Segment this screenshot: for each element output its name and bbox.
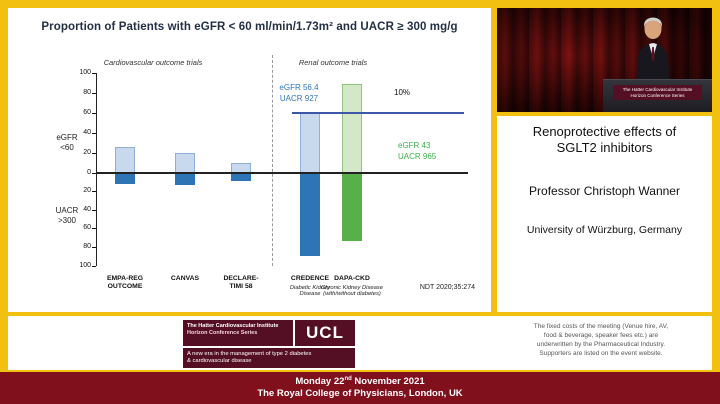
tick-label: 80 [83, 242, 91, 250]
trial-subnote: Diabetic Kidney Disease [289, 284, 331, 298]
chart-title: Proportion of Patients with eGFR < 60 ml… [41, 21, 458, 33]
axis-label-line: eGFR [56, 133, 78, 142]
bar-egfr-canvas [175, 153, 195, 173]
annotation-line: UACR 927 [279, 93, 319, 103]
tagline-line: & cardiovascular disease [187, 357, 252, 364]
bar-uacr-credence [300, 174, 320, 256]
series-name: Horizon Conference Series [187, 329, 258, 336]
conference-tagline: A new era in the management of type 2 di… [183, 348, 355, 368]
axis-label-line: <60 [60, 143, 74, 152]
section-separator-line [272, 55, 273, 266]
tick-mark [92, 191, 96, 193]
podium: The Hatter Cardiovascular Institute Hori… [603, 79, 712, 112]
trial-label-empa-reg-outcome: EMPA-REG OUTCOME [96, 275, 154, 290]
trial-name: EMPA-REG OUTCOME [106, 275, 144, 290]
trial-label-credence: CREDENCE Diabetic Kidney Disease [282, 275, 338, 298]
axis-label-uacr: UACR >300 [44, 206, 90, 226]
funding-note-line: food & beverage, speaker fees etc.) are [543, 332, 659, 339]
reference-line-60 [292, 112, 464, 114]
annotation-line: eGFR 43 [398, 141, 431, 150]
tick-mark [92, 265, 96, 267]
tick-mark [92, 172, 96, 174]
tick-label: 40 [83, 128, 91, 136]
bar-uacr-empa-reg-outcome [115, 174, 135, 185]
event-venue: The Royal College of Physicians, London,… [257, 388, 463, 400]
y-axis-line [96, 73, 97, 266]
axis-label-line: >300 [57, 216, 77, 225]
plot-area: eGFR 56.4 UACR 927 10% eGFR 43 UACR 965 … [79, 55, 468, 297]
bottom-strip: The Hatter Cardiovascular Institute Hori… [8, 316, 712, 370]
funding-note: The fixed costs of the meeting (Venue hi… [494, 322, 708, 358]
trial-name: DAPA-CKD [334, 275, 370, 282]
bar-uacr-declare-timi-58 [231, 174, 251, 181]
tick-label: 20 [83, 187, 91, 195]
event-date-rest: November 2021 [351, 376, 425, 388]
section-label-renal: Renal outcome trials [298, 58, 368, 67]
tick-mark [92, 72, 96, 74]
tagline-line: A new era in the management of type 2 di… [187, 351, 312, 357]
speaker-name: Professor Christoph Wanner [529, 184, 680, 198]
trial-name: CREDENCE [290, 275, 330, 282]
institute-series: The Hatter Cardiovascular Institute Hori… [183, 320, 293, 346]
event-date-text: Monday 22 [295, 376, 345, 388]
credence-annotation: eGFR 56.4 UACR 927 [266, 83, 332, 104]
ucl-logo: UCL [295, 320, 355, 346]
podium-sign-line: Horizon Conference Series [630, 92, 685, 98]
axis-label-line: UACR [55, 206, 79, 215]
talk-title: Renoprotective effects of SGLT2 inhibito… [497, 124, 712, 156]
trial-subnote: Chronic Kidney Disease (with/without dia… [321, 284, 383, 298]
axis-label-egfr: eGFR <60 [44, 133, 90, 153]
talk-title-line: SGLT2 inhibitors [556, 140, 653, 155]
tick-label: 20 [83, 148, 91, 156]
tick-label: 60 [83, 108, 91, 116]
ucl-logo-top: The Hatter Cardiovascular Institute Hori… [183, 320, 355, 346]
section-label-cardiovascular: Cardiovascular outcome trials [103, 58, 203, 67]
trial-label-canvas: CANVAS [155, 275, 215, 283]
annotation-line: UACR 965 [398, 151, 437, 161]
bar-uacr-dapa-ckd [342, 174, 362, 241]
tick-label: 80 [83, 88, 91, 96]
event-date-ordinal: nd [344, 376, 352, 382]
tick-label: 40 [83, 205, 91, 213]
ten-percent-annotation: 10% [394, 88, 411, 97]
tick-mark [92, 209, 96, 211]
speaker-video: The Hatter Cardiovascular Institute Hori… [497, 8, 712, 112]
talk-title-line: Renoprotective effects of [532, 124, 677, 139]
event-footer: Monday 22nd November 2021 The Royal Coll… [0, 372, 720, 404]
annotation-line: eGFR 56.4 [279, 83, 319, 92]
tick-mark [92, 152, 96, 154]
zero-axis-line [96, 172, 468, 174]
funding-note-line: underwritten by the Pharmaceutical Indus… [536, 341, 666, 348]
funding-note-line: Supporters are listed on the event websi… [539, 350, 663, 357]
tick-mark [92, 246, 96, 248]
bar-uacr-canvas [175, 174, 195, 186]
ucl-logo-block: The Hatter Cardiovascular Institute Hori… [183, 320, 355, 368]
tick-label: 60 [83, 224, 91, 232]
podium-sign: The Hatter Cardiovascular Institute Hori… [613, 85, 702, 100]
funding-note-line: The fixed costs of the meeting (Venue hi… [533, 323, 669, 330]
bar-egfr-empa-reg-outcome [115, 147, 135, 173]
bar-egfr-dapa-ckd [342, 84, 362, 173]
chart-reference: NDT 2020;35:274 [419, 284, 475, 291]
slide: Proportion of Patients with eGFR < 60 ml… [8, 8, 491, 312]
dapa-annotation: eGFR 43 UACR 965 [398, 141, 436, 162]
tick-label: 100 [79, 261, 91, 269]
tick-mark [92, 112, 96, 114]
institute-name: The Hatter Cardiovascular Institute [187, 323, 279, 329]
tick-mark [92, 228, 96, 230]
trial-label-dapa-ckd: DAPA-CKD Chronic Kidney Disease (with/wit… [315, 275, 389, 298]
tick-label: 100 [79, 68, 91, 76]
event-date: Monday 22nd November 2021 [0, 376, 720, 387]
bar-egfr-credence [300, 113, 320, 173]
tick-mark [92, 92, 96, 94]
trial-name: DECLARE-TIMI 58 [223, 275, 259, 290]
trial-label-declare-timi-58: DECLARE-TIMI 58 [218, 275, 264, 290]
podium-sign-line: The Hatter Cardiovascular Institute [622, 87, 693, 92]
tick-label: 0 [87, 168, 91, 176]
trial-name: CANVAS [170, 275, 200, 282]
speaker-affiliation: University of Würzburg, Germany [526, 224, 683, 236]
talk-info-panel: Renoprotective effects of SGLT2 inhibito… [497, 116, 712, 312]
tick-mark [92, 132, 96, 134]
